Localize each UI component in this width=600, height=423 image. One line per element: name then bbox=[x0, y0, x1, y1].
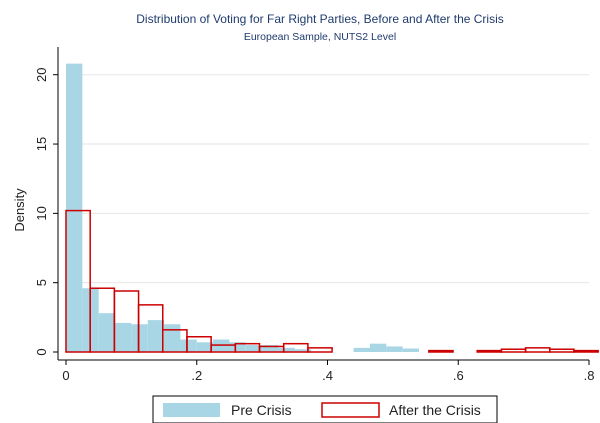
chart-title: Distribution of Voting for Far Right Par… bbox=[136, 12, 504, 26]
after-crisis-bar-11 bbox=[428, 349, 454, 353]
pre-crisis-bar-15 bbox=[353, 347, 370, 352]
pre-crisis-bar-11 bbox=[245, 345, 263, 352]
after-crisis-bar-0 bbox=[65, 209, 91, 353]
pre-crisis-bar-6 bbox=[164, 324, 181, 352]
y-axis-label: Density bbox=[12, 188, 27, 232]
pre-crisis-bar-10 bbox=[229, 342, 246, 352]
x-tick-label-4: .8 bbox=[584, 368, 595, 383]
pre-crisis-bar-4 bbox=[131, 324, 148, 352]
pre-crisis-bar-18 bbox=[402, 348, 420, 352]
after-crisis-bar-3 bbox=[137, 304, 164, 353]
pre-crisis-bar-5 bbox=[147, 320, 165, 352]
legend-swatch-after-crisis bbox=[321, 402, 380, 418]
pre-crisis-bar-17 bbox=[386, 346, 403, 352]
pre-crisis-bar-14 bbox=[294, 349, 312, 352]
legend-swatch-pre-crisis bbox=[163, 403, 220, 417]
legend-label-after-crisis: After the Crisis bbox=[389, 402, 481, 418]
pre-crisis-bar-13 bbox=[278, 347, 295, 352]
pre-crisis-bar-7 bbox=[180, 339, 197, 352]
after-crisis-bar-16 bbox=[573, 349, 599, 353]
y-tick-label-4: 20 bbox=[34, 67, 49, 81]
pre-crisis-bar-0 bbox=[66, 63, 83, 353]
after-crisis-bar-10 bbox=[307, 347, 333, 353]
plot-area: 0 5 10 15 20 0 .2 .4 .6 .8 bbox=[34, 47, 599, 383]
x-tick-label-2: .4 bbox=[322, 368, 333, 383]
y-tick-label-1: 5 bbox=[34, 279, 49, 286]
pre-crisis-bar-16 bbox=[369, 343, 387, 352]
y-tick-label-0: 0 bbox=[34, 348, 49, 355]
y-tick-label-3: 15 bbox=[34, 137, 49, 151]
y-tick-label-2: 10 bbox=[34, 206, 49, 220]
pre-crisis-bars bbox=[66, 63, 420, 353]
y-axis-ticks: 0 5 10 15 20 bbox=[34, 67, 58, 356]
x-tick-label-1: .2 bbox=[191, 368, 202, 383]
gridlines bbox=[66, 74, 589, 284]
after-crisis-bar-12 bbox=[476, 349, 503, 353]
legend-label-pre-crisis: Pre Crisis bbox=[231, 402, 292, 418]
pre-crisis-bar-2 bbox=[98, 313, 116, 352]
after-crisis-bars bbox=[65, 209, 599, 353]
x-tick-label-0: 0 bbox=[62, 368, 69, 383]
x-tick-label-3: .6 bbox=[453, 368, 464, 383]
pre-crisis-bar-8 bbox=[196, 342, 214, 352]
pre-crisis-bar-3 bbox=[115, 322, 132, 352]
legend: Pre Crisis After the Crisis bbox=[152, 395, 498, 423]
chart-subtitle: European Sample, NUTS2 Level bbox=[244, 31, 396, 43]
x-axis-ticks: 0 .2 .4 .6 .8 bbox=[62, 360, 594, 383]
pre-crisis-bar-12 bbox=[262, 345, 279, 352]
